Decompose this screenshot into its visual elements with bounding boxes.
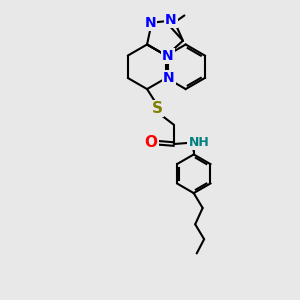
Text: N: N <box>163 71 175 85</box>
Text: N: N <box>144 16 156 30</box>
Text: S: S <box>152 101 163 116</box>
Text: N: N <box>165 14 177 27</box>
Text: O: O <box>145 135 158 150</box>
Text: N: N <box>162 49 174 63</box>
Text: NH: NH <box>188 136 209 149</box>
